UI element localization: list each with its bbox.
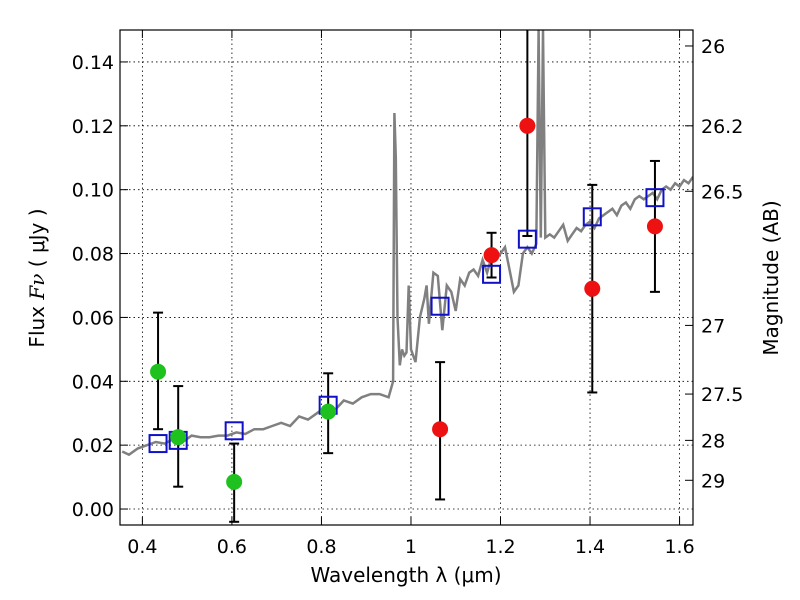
x-tick-label: 0.8 (306, 536, 336, 558)
y-tick-label: 0.00 (72, 499, 114, 521)
y-axis-label-text: Flux (25, 300, 49, 348)
x-tick-label: 1.4 (575, 536, 605, 558)
x-tick-label: 1.2 (485, 536, 515, 558)
model-point (224, 421, 244, 441)
y2-tick-label: 26.5 (701, 181, 743, 203)
y-tick-label: 0.06 (72, 307, 114, 329)
model-point (482, 264, 502, 284)
observed-point-red (584, 280, 601, 297)
observed-point-red (483, 247, 500, 264)
observed-point-green (226, 473, 243, 490)
plot-frame (119, 29, 694, 526)
y-axis-label: Flux Fν ( μJy ) (25, 208, 49, 347)
y2-tick-label: 26.2 (701, 116, 743, 138)
x-tick-label: 1.6 (664, 536, 694, 558)
y-tick-label: 0.12 (72, 116, 114, 138)
observed-point-green (170, 429, 187, 446)
y-axis-label-math: Fν (25, 274, 49, 301)
y2-tick-label: 27 (701, 315, 725, 337)
y2-axis-label: Magnitude (AB) (759, 200, 783, 355)
observed-point-red (646, 218, 663, 235)
plot-content (121, 30, 693, 523)
observed-point-red (519, 117, 536, 134)
model-point (582, 207, 602, 227)
y-tick-label: 0.14 (72, 52, 114, 74)
y2-tick-label: 26 (701, 36, 725, 58)
x-tick-label: 1 (405, 536, 417, 558)
y-tick-label: 0.10 (72, 180, 114, 202)
y-tick-label: 0.02 (72, 435, 114, 457)
axis-ticks: 0.4 0.6 0.8 1 1.2 1.4 1.6 0.00 0.02 0.04 0.06 0.08 0… (72, 30, 743, 558)
observed-point-green (320, 403, 337, 420)
y-axis-label-units: ( μJy ) (25, 208, 49, 273)
x-tick-label: 0.6 (217, 536, 247, 558)
observed-point-green (150, 363, 167, 380)
y2-tick-label: 29 (701, 470, 725, 492)
observed-point-red (432, 421, 449, 438)
model-point (645, 188, 665, 208)
y2-tick-label: 27.5 (701, 384, 743, 406)
y-tick-label: 0.08 (72, 244, 114, 266)
x-axis-label: Wavelength λ (μm) (310, 563, 501, 587)
y-tick-label: 0.04 (72, 371, 114, 393)
model-spectrum-line (121, 30, 693, 457)
model-point (430, 296, 450, 316)
grid (120, 30, 693, 525)
observed-points (150, 117, 663, 490)
x-tick-label: 0.4 (127, 536, 157, 558)
model-point (148, 434, 168, 454)
y2-tick-label: 28 (701, 430, 725, 452)
model-point (517, 229, 537, 249)
